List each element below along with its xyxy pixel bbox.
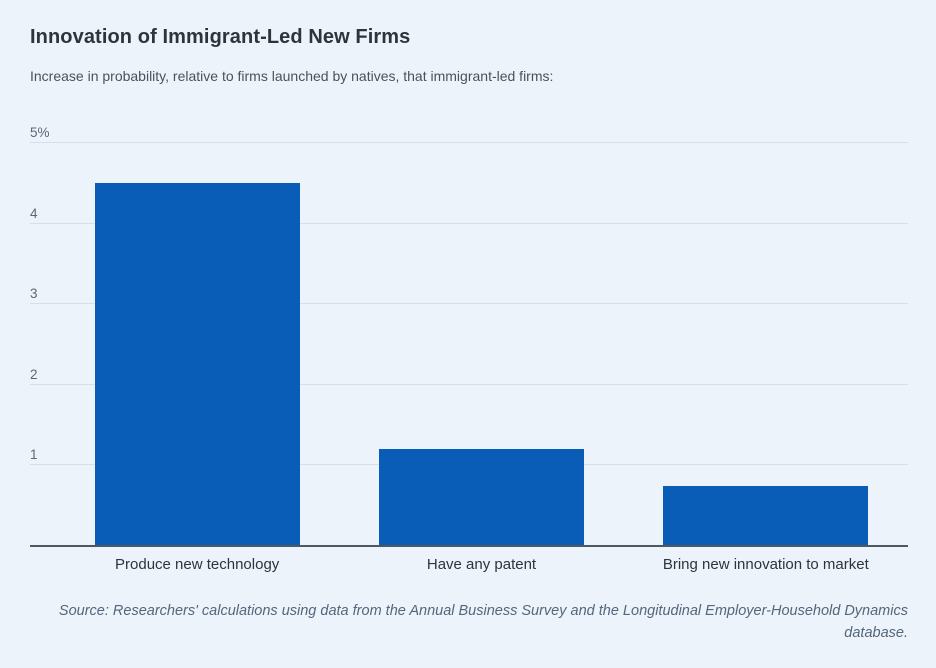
category-label: Produce new technology [115,556,280,573]
bars-row: Produce new technology Have any patent Bri… [30,143,908,573]
x-axis-line [30,545,908,547]
chart-subtitle: Increase in probability, relative to fir… [30,68,554,84]
y-tick-label: 1 [30,447,38,463]
gridline: 3 [30,286,908,305]
bar: Bring new innovation to market [663,485,869,573]
y-tick-label: 2 [30,366,38,382]
gridline: 4 [30,206,908,224]
y-tick-label: 3 [30,286,38,302]
source-note: Source: Researchers' calculations using … [58,603,908,641]
gridline: 5% [30,125,908,143]
chart-title: Innovation of Immigrant-Led New Firms [30,26,411,48]
y-tick-label: 5% [30,125,50,140]
gridline: 2 [30,367,908,385]
category-label: Bring new innovation to market [662,556,869,573]
bar: Have any patent [378,449,584,573]
category-label: Have any patent [426,556,537,573]
bar: Produce new technology [94,183,300,573]
plot-area: 5% 4 3 2 1 Produce new technology Have any pa… [30,125,908,573]
y-tick-label: 4 [30,205,38,221]
